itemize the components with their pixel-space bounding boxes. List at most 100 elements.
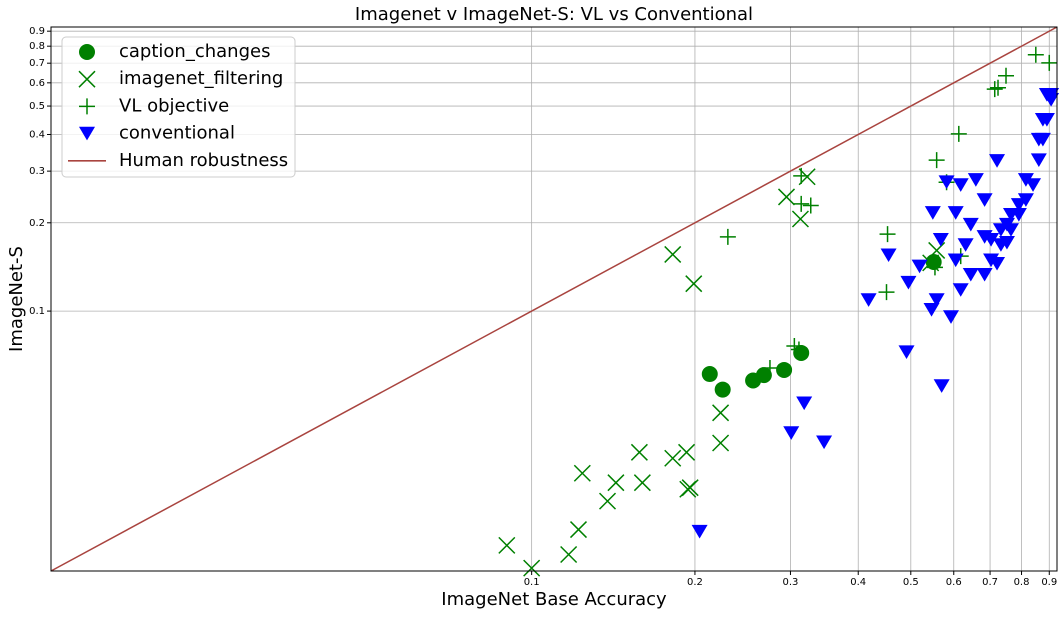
point	[777, 188, 796, 206]
point	[714, 381, 731, 398]
point	[989, 154, 1006, 168]
point	[967, 173, 984, 187]
point	[992, 238, 1009, 252]
point	[802, 197, 819, 214]
point	[900, 275, 917, 290]
point	[860, 293, 877, 307]
x-tick-label: 0.6	[946, 577, 962, 588]
x-tick-label: 0.7	[982, 577, 998, 588]
x-tick-label: 0.9	[1041, 577, 1057, 588]
x-axis-label: ImageNet Base Accuracy	[441, 589, 667, 610]
point	[712, 404, 730, 422]
x-tick-label: 0.3	[783, 577, 799, 588]
point	[719, 228, 736, 245]
point	[976, 193, 993, 207]
y-tick-label: 0.4	[29, 129, 45, 140]
point	[761, 359, 778, 376]
point	[957, 238, 974, 252]
point	[633, 474, 651, 492]
legend-marker	[78, 70, 96, 88]
chart-title: Imagenet v ImageNet-S: VL vs Conventiona…	[355, 4, 753, 25]
x-tick-label: 0.5	[903, 577, 919, 588]
x-tick-label: 0.8	[1014, 577, 1030, 588]
point	[679, 480, 697, 498]
y-tick-label: 0.5	[29, 101, 45, 112]
point	[932, 232, 949, 247]
point	[928, 241, 946, 259]
point	[928, 152, 945, 169]
point	[691, 524, 708, 539]
point	[1017, 193, 1034, 207]
point	[776, 361, 793, 378]
legend-label: VL objective	[119, 95, 229, 116]
point	[922, 254, 940, 272]
legend: caption_changes imagenet_filtering VL obje…	[61, 36, 296, 178]
y-tick-label: 0.6	[29, 78, 45, 89]
point	[1034, 112, 1051, 127]
point	[1030, 153, 1047, 167]
point	[962, 217, 979, 232]
point	[598, 492, 617, 510]
point	[947, 206, 964, 220]
point	[976, 267, 993, 282]
x-tick-label: 0.2	[687, 577, 703, 588]
point	[983, 253, 1000, 268]
point	[678, 443, 696, 461]
point	[816, 435, 833, 450]
legend-label: caption_changes	[119, 41, 270, 62]
point	[796, 396, 813, 411]
x-tick-label: 0.1	[524, 577, 540, 588]
point	[607, 474, 625, 492]
point	[962, 267, 979, 282]
legend-label: Human robustness	[119, 150, 288, 171]
legend-label: imagenet_filtering	[119, 68, 283, 89]
point	[1030, 132, 1047, 147]
point	[1025, 178, 1042, 192]
point	[942, 310, 959, 324]
point	[1041, 54, 1058, 71]
point	[791, 210, 809, 228]
legend-label: conventional	[119, 123, 235, 144]
point	[664, 449, 682, 467]
plot-frame	[50, 26, 1058, 572]
legend-box	[61, 36, 296, 178]
point	[1017, 173, 1034, 187]
point	[986, 81, 1003, 98]
point	[998, 67, 1015, 84]
point	[911, 259, 928, 274]
point	[983, 232, 1000, 247]
point	[701, 366, 718, 383]
point	[992, 223, 1009, 237]
point	[990, 79, 1007, 96]
y-tick-label: 0.2	[29, 218, 45, 229]
point	[928, 293, 945, 307]
point	[1038, 88, 1055, 102]
point	[790, 341, 807, 358]
point	[933, 379, 950, 393]
y-tick-label: 0.3	[29, 166, 45, 177]
point	[793, 344, 810, 361]
point	[952, 283, 969, 297]
legend-marker	[79, 44, 95, 60]
point	[1002, 223, 1019, 237]
point	[573, 464, 591, 482]
point	[664, 245, 682, 263]
point	[712, 434, 730, 452]
point	[685, 275, 703, 293]
point	[569, 521, 588, 539]
x-tick-label: 0.4	[850, 577, 866, 588]
legend-marker	[79, 98, 95, 115]
point	[952, 178, 969, 192]
legend-marker	[79, 126, 95, 141]
point	[1027, 46, 1044, 63]
point	[523, 559, 541, 577]
point	[783, 426, 800, 440]
point	[938, 175, 955, 190]
point	[793, 167, 810, 184]
point	[950, 125, 967, 142]
point	[498, 536, 516, 554]
y-axis-label: ImageNet-S	[6, 246, 27, 352]
point	[880, 248, 897, 263]
point	[923, 303, 940, 317]
